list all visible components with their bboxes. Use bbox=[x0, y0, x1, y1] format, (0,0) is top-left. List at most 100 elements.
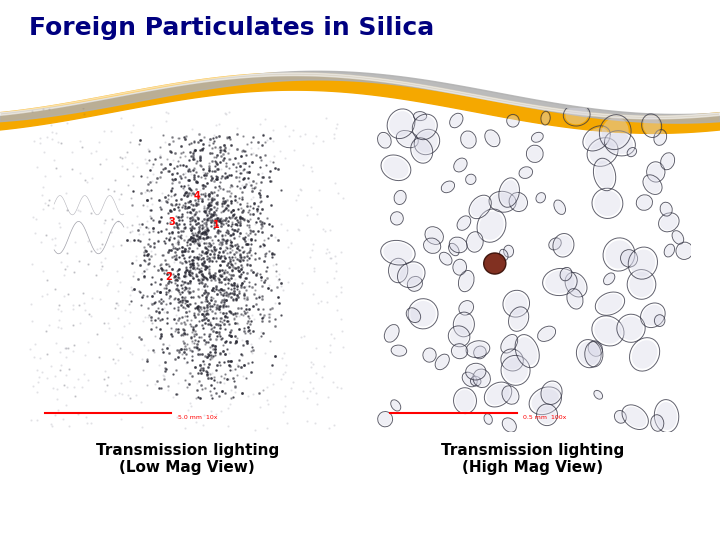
Point bbox=[203, 268, 215, 277]
Point bbox=[133, 286, 145, 295]
Point bbox=[142, 265, 153, 274]
Point bbox=[240, 309, 251, 318]
Point bbox=[200, 309, 212, 318]
Point bbox=[213, 275, 225, 284]
Point bbox=[219, 325, 230, 333]
Point bbox=[232, 320, 243, 328]
Ellipse shape bbox=[459, 272, 473, 290]
Point bbox=[242, 235, 253, 244]
Point bbox=[330, 292, 342, 301]
Ellipse shape bbox=[505, 292, 528, 315]
Point bbox=[311, 210, 323, 219]
Ellipse shape bbox=[413, 140, 431, 161]
Point bbox=[230, 173, 241, 182]
Point bbox=[189, 211, 200, 220]
Ellipse shape bbox=[468, 342, 488, 356]
Point bbox=[188, 329, 199, 338]
Point bbox=[157, 297, 168, 306]
Point bbox=[222, 284, 234, 292]
Point bbox=[185, 316, 197, 325]
Point bbox=[337, 327, 348, 335]
Point bbox=[125, 291, 136, 300]
Point bbox=[273, 299, 284, 307]
Ellipse shape bbox=[455, 159, 466, 171]
Point bbox=[166, 186, 177, 194]
Point bbox=[172, 168, 184, 177]
Point bbox=[27, 382, 39, 390]
Point bbox=[236, 187, 248, 196]
Point bbox=[191, 244, 202, 252]
Point bbox=[236, 336, 248, 345]
Point bbox=[242, 239, 253, 248]
Point bbox=[230, 264, 241, 272]
Point bbox=[139, 155, 150, 164]
Point bbox=[230, 226, 241, 234]
Point bbox=[188, 210, 199, 219]
Point bbox=[202, 215, 214, 224]
Point bbox=[176, 247, 188, 256]
Point bbox=[194, 146, 206, 154]
Point bbox=[277, 286, 289, 295]
Point bbox=[127, 272, 138, 281]
Point bbox=[155, 202, 166, 211]
Point bbox=[185, 402, 197, 410]
Point bbox=[188, 164, 199, 173]
Point bbox=[207, 271, 218, 279]
Point bbox=[149, 154, 161, 163]
Point bbox=[178, 329, 189, 338]
Point bbox=[83, 309, 94, 318]
Point bbox=[86, 174, 97, 183]
Point bbox=[192, 218, 203, 227]
Point bbox=[328, 377, 339, 386]
Point bbox=[100, 155, 112, 164]
Point bbox=[265, 231, 276, 240]
Point bbox=[224, 155, 235, 164]
Point bbox=[63, 422, 75, 430]
Point bbox=[218, 268, 230, 277]
Point bbox=[183, 380, 194, 389]
Ellipse shape bbox=[595, 391, 602, 399]
Point bbox=[194, 194, 205, 202]
Point bbox=[222, 275, 233, 284]
Point bbox=[220, 287, 231, 296]
Point bbox=[205, 212, 217, 220]
Point bbox=[219, 374, 230, 383]
Point bbox=[246, 251, 257, 259]
Point bbox=[178, 353, 189, 362]
Point bbox=[197, 350, 208, 359]
Point bbox=[205, 210, 217, 218]
Point bbox=[153, 237, 164, 245]
Point bbox=[199, 319, 211, 328]
Point bbox=[272, 293, 284, 301]
Point bbox=[199, 273, 210, 281]
Point bbox=[107, 355, 119, 364]
Point bbox=[200, 367, 212, 375]
Point bbox=[30, 214, 42, 223]
Point bbox=[208, 301, 220, 310]
Point bbox=[112, 356, 124, 364]
Point bbox=[161, 197, 172, 206]
Point bbox=[196, 267, 207, 275]
Point bbox=[158, 266, 169, 274]
Point bbox=[246, 317, 257, 326]
Point bbox=[224, 338, 235, 347]
Point bbox=[194, 232, 206, 241]
Point bbox=[142, 217, 153, 225]
Point bbox=[202, 202, 214, 211]
Point bbox=[176, 242, 188, 251]
Point bbox=[227, 288, 238, 297]
Point bbox=[193, 333, 204, 342]
Ellipse shape bbox=[484, 253, 506, 274]
Point bbox=[193, 223, 204, 232]
Point bbox=[207, 239, 218, 247]
Point bbox=[145, 178, 156, 186]
Point bbox=[200, 248, 212, 257]
Ellipse shape bbox=[642, 305, 663, 326]
Point bbox=[266, 304, 278, 313]
Point bbox=[202, 352, 214, 360]
Point bbox=[212, 144, 224, 152]
Text: 5.0 mm  10x: 5.0 mm 10x bbox=[178, 415, 217, 420]
Point bbox=[36, 367, 48, 376]
Ellipse shape bbox=[554, 201, 564, 213]
Point bbox=[325, 330, 337, 339]
